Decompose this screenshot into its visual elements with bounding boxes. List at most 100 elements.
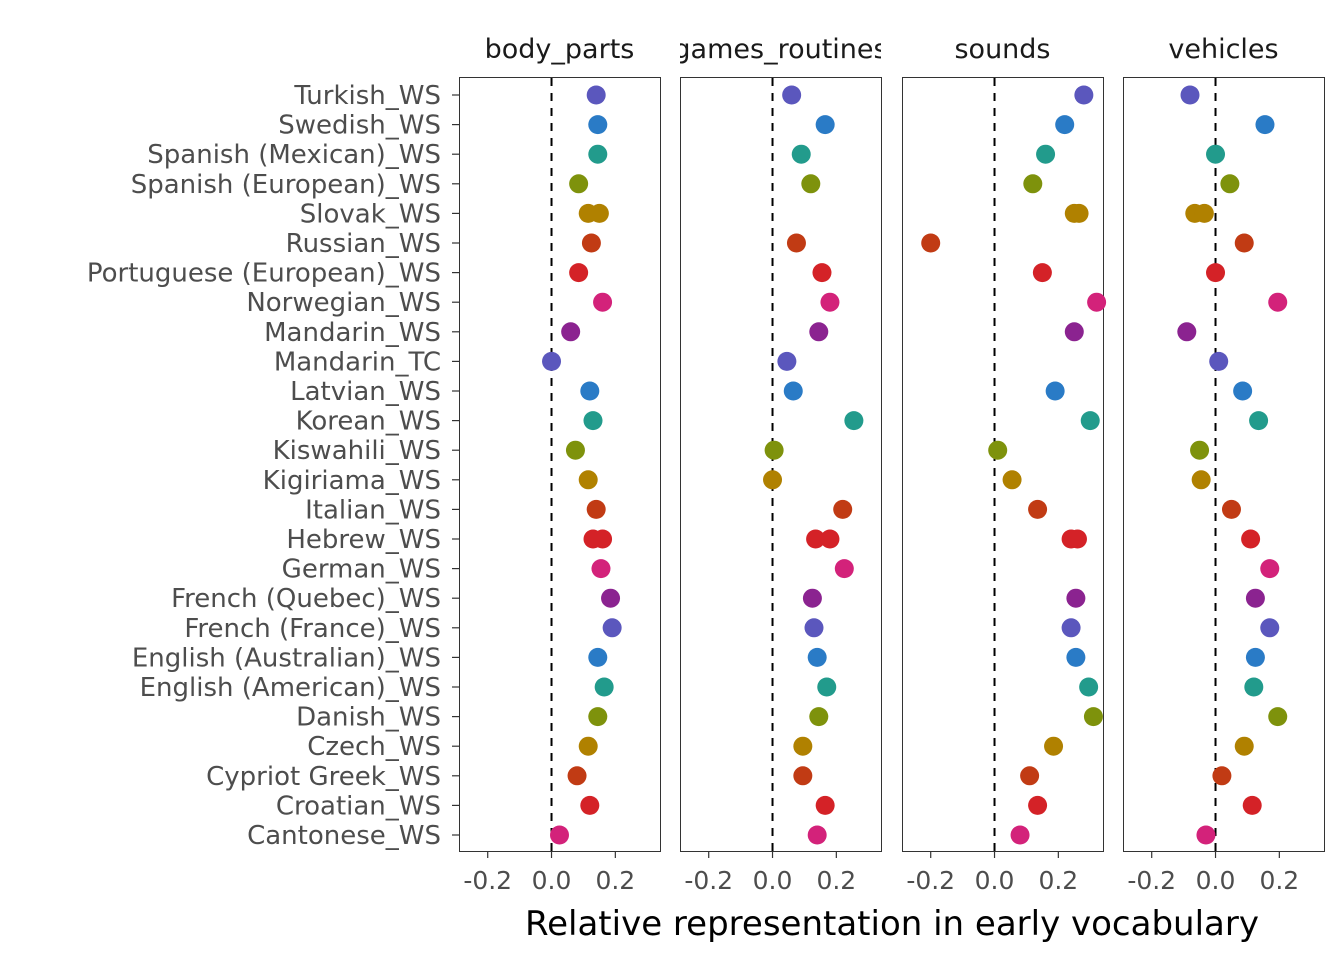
panel-border — [680, 77, 882, 852]
facet-panel-games-routines: games_routines -0.2 0.0 0.2 — [680, 34, 882, 895]
data-point — [1191, 470, 1211, 490]
x-tick-label: 0.2 — [1259, 866, 1299, 895]
data-point — [561, 322, 581, 342]
y-tick-label: Norwegian_WS — [246, 288, 441, 318]
facet-label-vehicles: vehicles — [1168, 34, 1278, 65]
data-point — [815, 795, 835, 815]
data-point — [1212, 766, 1232, 786]
data-point — [1196, 825, 1216, 845]
data-point — [1245, 647, 1265, 667]
x-tick-label: 0.0 — [532, 866, 572, 895]
data-point — [1241, 529, 1261, 549]
data-point — [1249, 411, 1269, 431]
data-point — [782, 85, 802, 105]
data-point — [1220, 174, 1240, 194]
panel-border — [1123, 77, 1325, 852]
data-point — [586, 499, 606, 519]
data-point — [777, 351, 797, 371]
data-point — [1066, 588, 1086, 608]
data-point — [602, 618, 622, 638]
data-point — [1245, 588, 1265, 608]
data-point — [833, 499, 853, 519]
panel-border — [902, 77, 1104, 852]
x-tick-label: 0.2 — [1038, 866, 1078, 895]
facet-panel-vehicles: vehicles -0.2 0.0 0.2 — [1123, 34, 1325, 895]
y-tick-label: Portuguese (European)_WS — [87, 259, 441, 289]
x-tick-label: 0.2 — [816, 866, 856, 895]
y-tick-label: Spanish (European)_WS — [131, 170, 441, 200]
panel-border — [459, 77, 661, 852]
data-point — [550, 825, 569, 845]
y-tick-label: Kigiriama_WS — [263, 466, 441, 496]
data-point — [1045, 381, 1065, 401]
data-point — [593, 292, 613, 312]
y-tick-label: Latvian_WS — [290, 377, 441, 407]
data-point — [578, 736, 598, 756]
data-point — [1055, 115, 1075, 135]
data-point — [801, 174, 821, 194]
data-point — [1180, 85, 1200, 105]
data-point — [791, 144, 811, 164]
data-point — [542, 351, 562, 371]
data-point — [578, 470, 598, 490]
data-point — [783, 381, 803, 401]
data-point — [1064, 322, 1084, 342]
data-point — [807, 647, 827, 667]
facet-label-body-parts: body_parts — [485, 34, 635, 65]
y-tick-label: Spanish (Mexican)_WS — [147, 140, 441, 170]
x-tick-label: -0.2 — [684, 866, 733, 895]
data-point — [817, 677, 837, 697]
data-point — [844, 411, 864, 431]
data-point — [593, 529, 613, 549]
y-tick-label: Slovak_WS — [300, 199, 441, 229]
data-point — [1206, 144, 1226, 164]
y-tick-label: Swedish_WS — [278, 111, 441, 141]
data-point — [1028, 499, 1048, 519]
data-point — [820, 292, 840, 312]
data-point — [1028, 795, 1048, 815]
data-point — [1080, 411, 1100, 431]
x-tick-label: 0.0 — [753, 866, 793, 895]
data-point — [1255, 115, 1275, 135]
y-tick-label: French (France)_WS — [184, 614, 441, 644]
data-point — [594, 677, 614, 697]
data-point — [581, 233, 601, 253]
x-tick-label: 0.0 — [1196, 866, 1236, 895]
x-tick-label: -0.2 — [1127, 866, 1176, 895]
data-point — [580, 795, 600, 815]
y-tick-label: Cypriot Greek_WS — [206, 762, 441, 792]
data-point — [580, 381, 600, 401]
y-tick-label: Hebrew_WS — [286, 525, 441, 555]
y-tick-label: Korean_WS — [296, 407, 441, 437]
data-point — [1067, 529, 1087, 549]
x-axis-title: Relative representation in early vocabul… — [525, 904, 1259, 944]
y-tick-label: German_WS — [282, 555, 441, 585]
data-point — [583, 411, 603, 431]
data-point — [601, 588, 621, 608]
data-point — [763, 470, 783, 490]
data-point — [809, 707, 829, 727]
data-point — [586, 85, 606, 105]
data-point — [1206, 263, 1226, 283]
data-point — [834, 559, 854, 579]
data-point — [1244, 677, 1264, 697]
data-point — [569, 263, 589, 283]
facet-label-sounds: sounds — [954, 34, 1050, 65]
data-point — [812, 263, 832, 283]
data-point — [589, 203, 609, 223]
data-point — [921, 233, 941, 253]
y-tick-label: French (Quebec)_WS — [171, 584, 441, 614]
data-point — [1190, 440, 1210, 460]
data-point — [1233, 381, 1253, 401]
data-point — [804, 618, 824, 638]
data-point — [807, 825, 827, 845]
x-tick-label: 0.0 — [975, 866, 1015, 895]
data-point — [1177, 322, 1197, 342]
facet-panels: body_parts -0.2 0.0 0.2 games_routines -0.2 0.… — [459, 34, 1325, 895]
data-point — [1209, 351, 1229, 371]
data-point — [1087, 292, 1107, 312]
y-tick-label: Mandarin_TC — [274, 347, 441, 377]
y-tick-label: Kiswahili_WS — [273, 436, 441, 466]
